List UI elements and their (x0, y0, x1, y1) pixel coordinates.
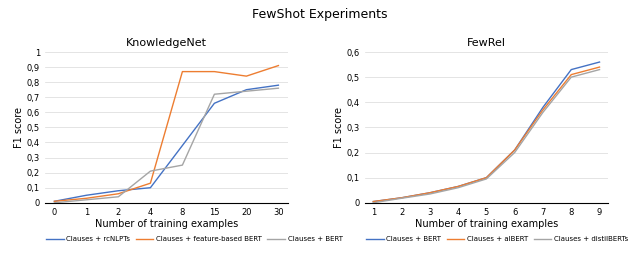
Clauses + rcNLPTs (211, 102, 218, 105)
Clauses + rcNLPTs (115, 189, 122, 192)
Clauses + distilBERTs (397, 197, 405, 200)
Clauses + feature-based BERT (115, 192, 122, 195)
Y-axis label: F1 score: F1 score (14, 107, 24, 148)
Clauses + rcNLPTs (83, 194, 90, 197)
Clauses + BERT (147, 170, 154, 173)
Clauses + BERT (51, 201, 58, 204)
Clauses + BERT (596, 61, 604, 64)
Clauses + rcNLPTs (51, 200, 58, 203)
Clauses + distilBERTs (426, 192, 434, 196)
Clauses + BERT (426, 191, 434, 194)
Clauses + feature-based BERT (147, 182, 154, 185)
Clauses + BERT (369, 200, 377, 203)
Clauses + alBERT (568, 73, 575, 76)
Clauses + BERT (483, 176, 490, 179)
Line: Clauses + rcNLPTs: Clauses + rcNLPTs (54, 85, 278, 201)
Line: Clauses + feature-based BERT: Clauses + feature-based BERT (54, 66, 278, 201)
Clauses + BERT (179, 164, 186, 167)
Clauses + alBERT (511, 148, 518, 152)
Text: FewShot Experiments: FewShot Experiments (252, 8, 388, 21)
Line: Clauses + alBERT: Clauses + alBERT (373, 67, 600, 202)
Clauses + feature-based BERT (51, 200, 58, 203)
Clauses + BERT (83, 198, 90, 201)
Clauses + rcNLPTs (179, 144, 186, 147)
Clauses + rcNLPTs (275, 84, 282, 87)
X-axis label: Number of training examples: Number of training examples (95, 219, 238, 229)
Clauses + feature-based BERT (243, 75, 250, 78)
Clauses + BERT (454, 185, 462, 188)
X-axis label: Number of training examples: Number of training examples (415, 219, 558, 229)
Clauses + distilBERTs (568, 76, 575, 79)
Clauses + distilBERTs (539, 111, 547, 114)
Line: Clauses + BERT: Clauses + BERT (373, 62, 600, 202)
Line: Clauses + BERT: Clauses + BERT (54, 88, 278, 203)
Clauses + BERT (211, 93, 218, 96)
Clauses + distilBERTs (596, 68, 604, 71)
Clauses + feature-based BERT (211, 70, 218, 73)
Clauses + rcNLPTs (147, 186, 154, 189)
Title: KnowledgeNet: KnowledgeNet (126, 38, 207, 48)
Clauses + BERT (275, 87, 282, 90)
Clauses + alBERT (539, 108, 547, 111)
Title: FewRel: FewRel (467, 38, 506, 48)
Clauses + alBERT (397, 196, 405, 199)
Clauses + BERT (539, 106, 547, 109)
Clauses + distilBERTs (454, 186, 462, 189)
Legend: Clauses + BERT, Clauses + alBERT, Clauses + distilBERTs: Clauses + BERT, Clauses + alBERT, Clause… (364, 233, 631, 245)
Line: Clauses + distilBERTs: Clauses + distilBERTs (373, 70, 600, 203)
Clauses + BERT (115, 195, 122, 198)
Clauses + feature-based BERT (179, 70, 186, 73)
Y-axis label: F1 score: F1 score (334, 107, 344, 148)
Clauses + alBERT (454, 185, 462, 188)
Clauses + alBERT (426, 191, 434, 194)
Clauses + BERT (243, 90, 250, 93)
Clauses + BERT (511, 148, 518, 152)
Clauses + BERT (568, 68, 575, 71)
Clauses + alBERT (369, 200, 377, 203)
Clauses + feature-based BERT (83, 197, 90, 200)
Clauses + alBERT (596, 66, 604, 69)
Clauses + alBERT (483, 176, 490, 179)
Clauses + distilBERTs (511, 151, 518, 154)
Clauses + distilBERTs (483, 177, 490, 180)
Clauses + distilBERTs (369, 201, 377, 204)
Clauses + BERT (397, 196, 405, 199)
Legend: Clauses + rcNLPTs, Clauses + feature-based BERT, Clauses + BERT: Clauses + rcNLPTs, Clauses + feature-bas… (44, 233, 346, 245)
Clauses + rcNLPTs (243, 88, 250, 91)
Clauses + feature-based BERT (275, 64, 282, 67)
